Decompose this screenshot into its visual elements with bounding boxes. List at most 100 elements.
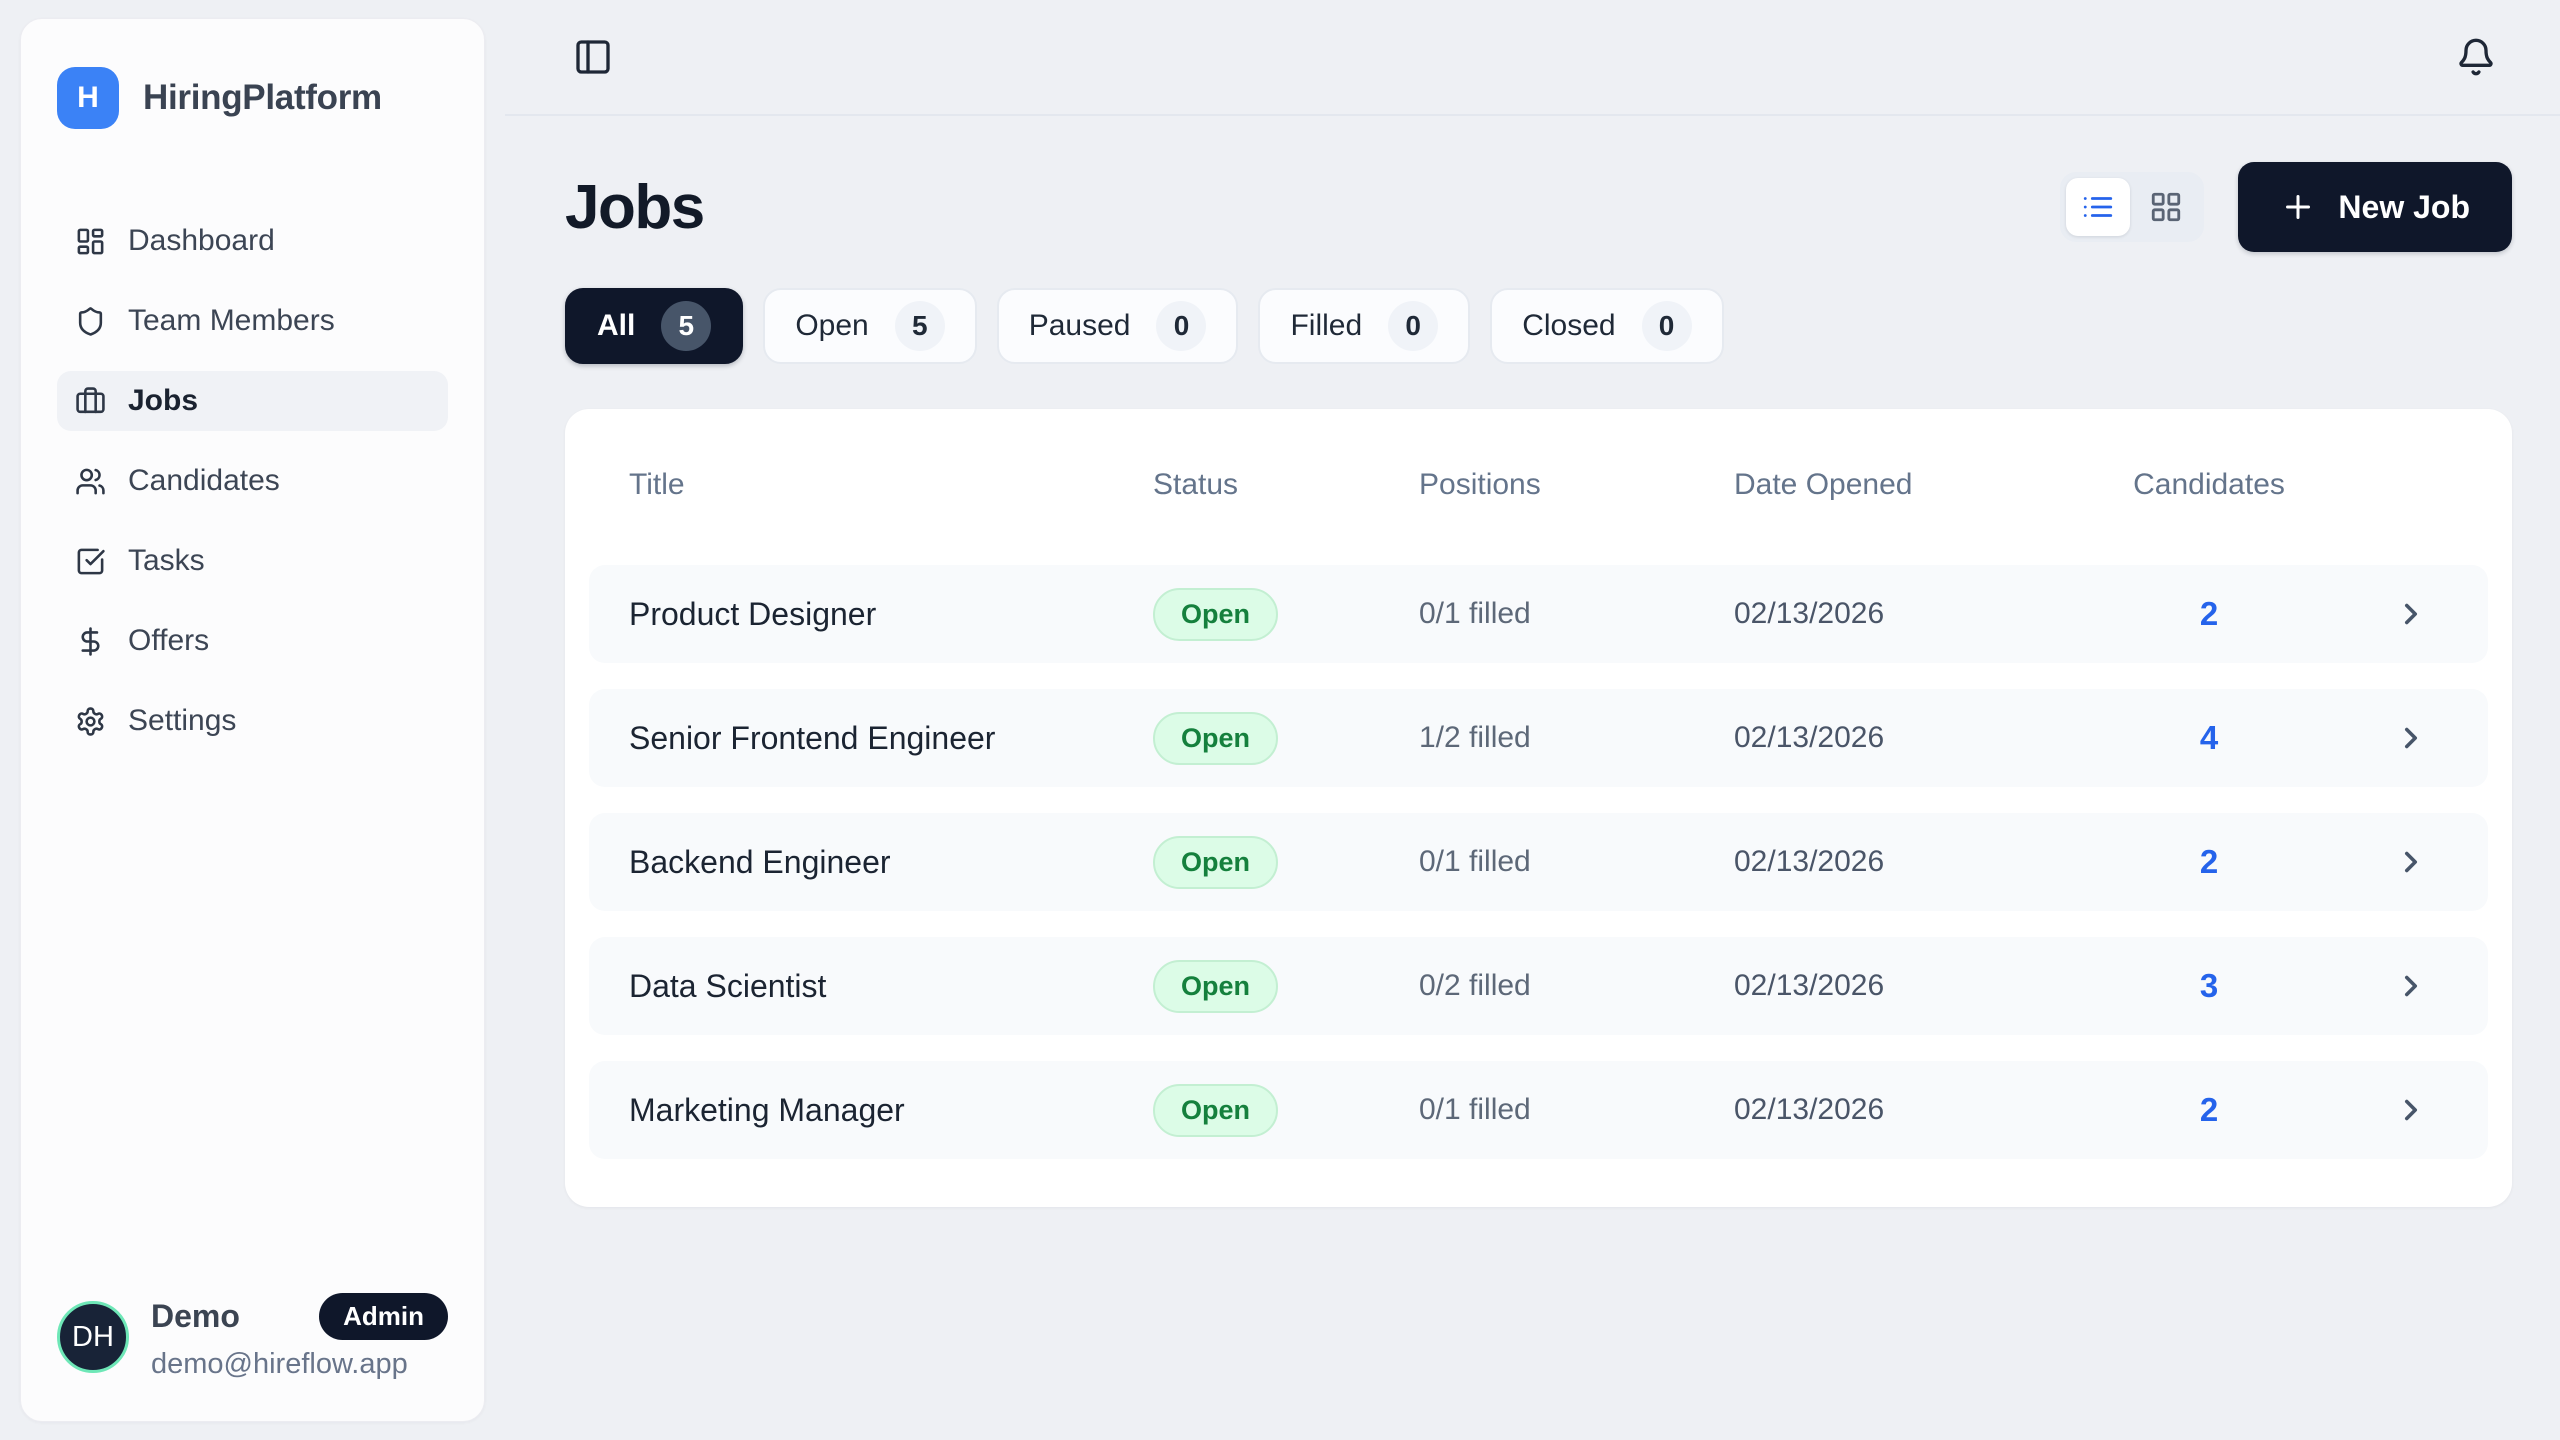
jobs-table-card: Title Status Positions Date Opened Candi… bbox=[565, 409, 2512, 1207]
job-positions: 0/1 filled bbox=[1419, 845, 1531, 878]
page-title: Jobs bbox=[565, 172, 705, 242]
sidebar-item-label: Tasks bbox=[128, 544, 205, 577]
new-job-button[interactable]: New Job bbox=[2238, 162, 2512, 252]
notifications-button[interactable] bbox=[2452, 33, 2500, 81]
row-open-button[interactable] bbox=[2388, 1087, 2434, 1133]
table-header: Title Status Positions Date Opened Candi… bbox=[589, 465, 2488, 505]
job-positions: 0/1 filled bbox=[1419, 1093, 1531, 1126]
sidebar-item-label: Dashboard bbox=[128, 224, 275, 257]
job-positions: 0/1 filled bbox=[1419, 597, 1531, 630]
job-candidates-count[interactable]: 2 bbox=[2199, 595, 2219, 632]
job-date-opened: 02/13/2026 bbox=[1734, 845, 1885, 878]
chevron-right-icon bbox=[2394, 969, 2428, 1003]
content: Jobs bbox=[505, 116, 2560, 1440]
column-header-candidates: Candidates bbox=[2133, 468, 2285, 501]
chevron-right-icon bbox=[2394, 597, 2428, 631]
filter-tab-label: All bbox=[597, 309, 636, 342]
view-toggle bbox=[2060, 172, 2205, 242]
list-view-button[interactable] bbox=[2066, 178, 2131, 236]
chevron-right-icon bbox=[2394, 845, 2428, 879]
table-row[interactable]: Backend Engineer Open 0/1 filled 02/13/2… bbox=[589, 813, 2488, 911]
job-title: Marketing Manager bbox=[629, 1091, 905, 1128]
brand-name: HiringPlatform bbox=[143, 78, 382, 117]
column-header-date-opened: Date Opened bbox=[1734, 468, 1913, 501]
job-date-opened: 02/13/2026 bbox=[1734, 969, 1885, 1002]
gear-icon bbox=[75, 706, 106, 737]
status-badge: Open bbox=[1153, 711, 1279, 765]
sidebar-item-jobs[interactable]: Jobs bbox=[57, 371, 448, 431]
filter-tab-paused[interactable]: Paused 0 bbox=[996, 288, 1239, 364]
job-candidates-count[interactable]: 2 bbox=[2199, 843, 2219, 880]
sidebar-item-label: Settings bbox=[128, 704, 237, 737]
sidebar-item-label: Offers bbox=[128, 624, 210, 657]
job-positions: 1/2 filled bbox=[1419, 721, 1531, 754]
job-date-opened: 02/13/2026 bbox=[1734, 597, 1885, 630]
check-square-icon bbox=[75, 546, 106, 577]
table-row[interactable]: Marketing Manager Open 0/1 filled 02/13/… bbox=[589, 1061, 2488, 1159]
job-title: Product Designer bbox=[629, 595, 877, 632]
new-job-label: New Job bbox=[2338, 188, 2470, 225]
sidebar-item-label: Jobs bbox=[128, 384, 199, 417]
grid-view-button[interactable] bbox=[2134, 178, 2198, 236]
grid-icon bbox=[2149, 190, 2183, 224]
dashboard-icon bbox=[75, 226, 106, 257]
row-open-button[interactable] bbox=[2388, 591, 2434, 637]
main-area: Jobs bbox=[505, 0, 2560, 1440]
job-title: Data Scientist bbox=[629, 967, 827, 1004]
table-row[interactable]: Product Designer Open 0/1 filled 02/13/2… bbox=[589, 565, 2488, 663]
users-icon bbox=[75, 466, 106, 497]
row-open-button[interactable] bbox=[2388, 715, 2434, 761]
row-open-button[interactable] bbox=[2388, 963, 2434, 1009]
plus-icon bbox=[2280, 189, 2316, 225]
job-date-opened: 02/13/2026 bbox=[1734, 721, 1885, 754]
sidebar: H HiringPlatform Dashboard Team Members bbox=[20, 18, 485, 1422]
filter-tab-all[interactable]: All 5 bbox=[565, 288, 744, 364]
bell-icon bbox=[2456, 37, 2496, 77]
filter-tab-label: Open bbox=[795, 309, 869, 342]
filter-tab-closed[interactable]: Closed 0 bbox=[1490, 288, 1724, 364]
panel-left-icon bbox=[573, 37, 613, 77]
dollar-icon bbox=[75, 626, 106, 657]
avatar-initials: DH bbox=[72, 1320, 114, 1353]
brand[interactable]: H HiringPlatform bbox=[57, 67, 448, 129]
sidebar-item-candidates[interactable]: Candidates bbox=[57, 451, 448, 511]
filter-tab-count: 5 bbox=[661, 301, 712, 351]
filter-tab-filled[interactable]: Filled 0 bbox=[1258, 288, 1471, 364]
job-candidates-count[interactable]: 2 bbox=[2199, 1091, 2219, 1128]
chevron-right-icon bbox=[2394, 721, 2428, 755]
job-date-opened: 02/13/2026 bbox=[1734, 1093, 1885, 1126]
sidebar-item-dashboard[interactable]: Dashboard bbox=[57, 211, 448, 271]
head-actions: New Job bbox=[2060, 162, 2512, 252]
status-badge: Open bbox=[1153, 1083, 1279, 1137]
role-badge: Admin bbox=[319, 1293, 448, 1340]
table-row[interactable]: Senior Frontend Engineer Open 1/2 filled… bbox=[589, 689, 2488, 787]
filter-tab-count: 5 bbox=[894, 301, 945, 351]
user-info: Demo Admin demo@hireflow.app bbox=[151, 1293, 448, 1381]
sidebar-item-tasks[interactable]: Tasks bbox=[57, 531, 448, 591]
shield-icon bbox=[75, 306, 106, 337]
row-open-button[interactable] bbox=[2388, 839, 2434, 885]
sidebar-item-settings[interactable]: Settings bbox=[57, 691, 448, 751]
status-badge: Open bbox=[1153, 959, 1279, 1013]
filter-tab-open[interactable]: Open 5 bbox=[763, 288, 977, 364]
sidebar-nav: Dashboard Team Members Jobs Candidates bbox=[57, 211, 448, 751]
filter-tab-count: 0 bbox=[1641, 301, 1692, 351]
job-candidates-count[interactable]: 4 bbox=[2199, 719, 2219, 756]
job-candidates-count[interactable]: 3 bbox=[2199, 967, 2219, 1004]
status-badge: Open bbox=[1153, 587, 1279, 641]
brand-logo: H bbox=[57, 67, 119, 129]
user-email: demo@hireflow.app bbox=[151, 1348, 408, 1380]
user-name: Demo bbox=[151, 1298, 240, 1334]
brand-logo-letter: H bbox=[77, 81, 99, 114]
column-header-positions: Positions bbox=[1419, 468, 1541, 501]
sidebar-item-offers[interactable]: Offers bbox=[57, 611, 448, 671]
filter-tab-count: 0 bbox=[1388, 301, 1439, 351]
user-profile[interactable]: DH Demo Admin demo@hireflow.app bbox=[57, 1293, 448, 1381]
sidebar-item-label: Candidates bbox=[128, 464, 280, 497]
table-row[interactable]: Data Scientist Open 0/2 filled 02/13/202… bbox=[589, 937, 2488, 1035]
column-header-status: Status bbox=[1153, 468, 1239, 501]
sidebar-item-team-members[interactable]: Team Members bbox=[57, 291, 448, 351]
page-head: Jobs bbox=[565, 162, 2512, 252]
job-title: Backend Engineer bbox=[629, 843, 891, 880]
sidebar-toggle-button[interactable] bbox=[569, 33, 617, 81]
